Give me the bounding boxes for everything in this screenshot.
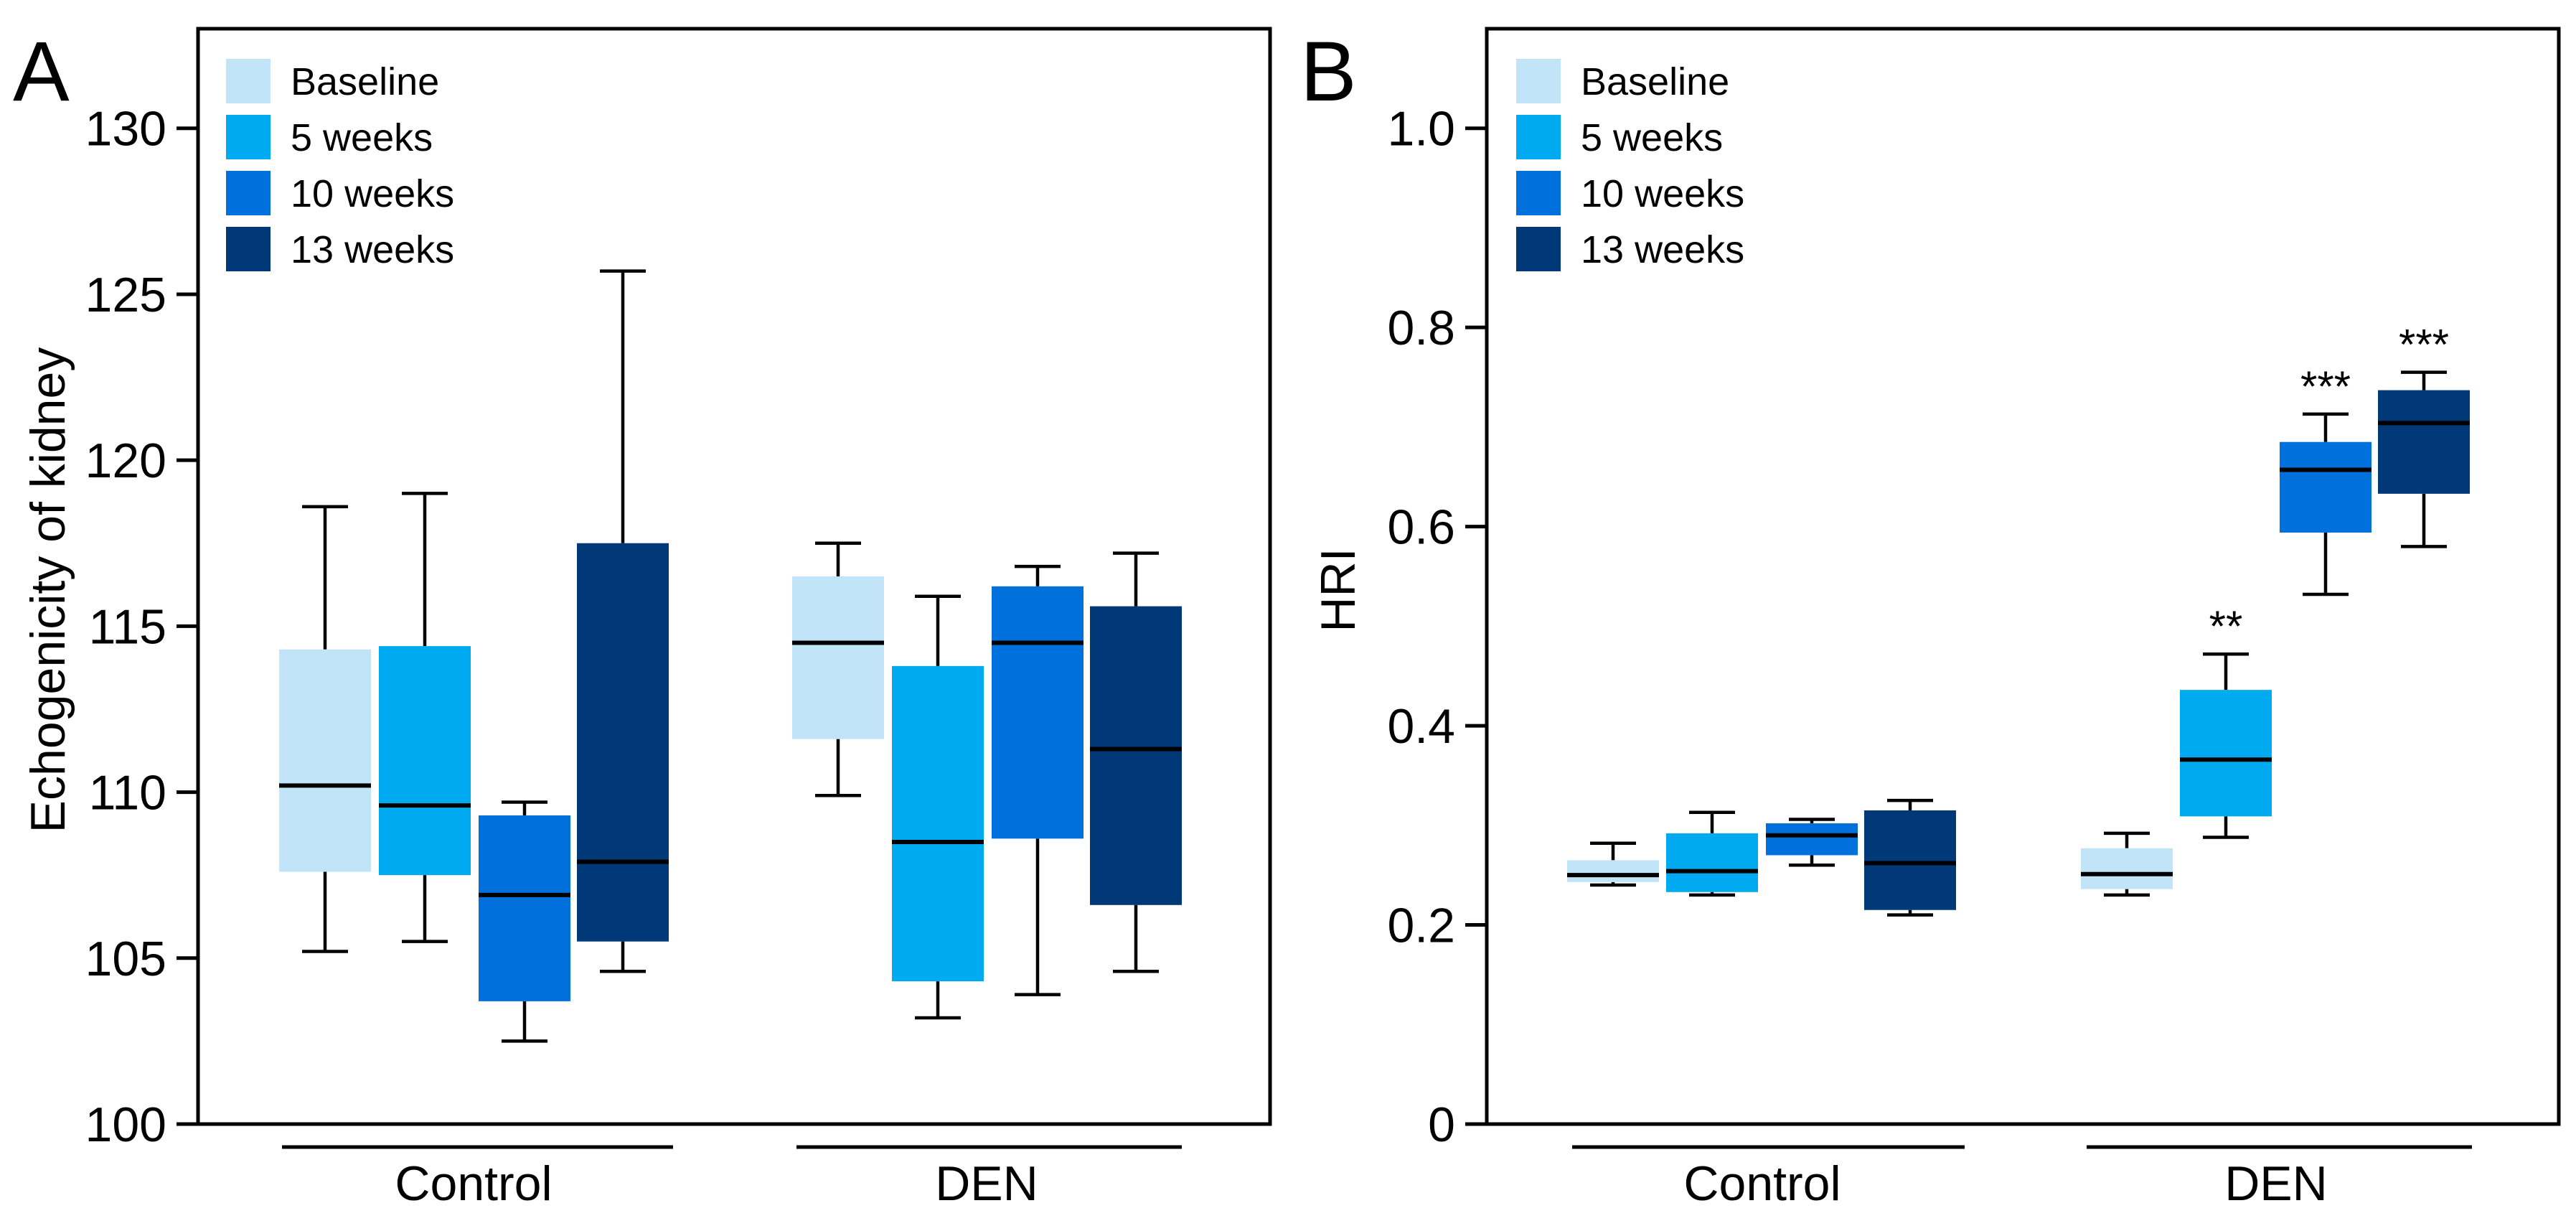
legend-swatch bbox=[1516, 171, 1561, 215]
box bbox=[892, 665, 984, 982]
legend-label: 10 weeks bbox=[291, 172, 454, 215]
box bbox=[2378, 390, 2470, 494]
box bbox=[792, 576, 884, 739]
legend-label: 5 weeks bbox=[291, 116, 433, 159]
y-tick-label-a: 115 bbox=[89, 599, 166, 654]
legend-label: Baseline bbox=[1581, 60, 1729, 103]
legend-label: 5 weeks bbox=[1581, 116, 1723, 159]
significance-label: ** bbox=[2209, 602, 2243, 650]
box bbox=[1766, 823, 1858, 856]
group-label-b: Control bbox=[1683, 1156, 1841, 1211]
y-tick-label-a: 110 bbox=[89, 766, 166, 820]
box bbox=[1567, 860, 1659, 882]
y-tick-label-a: 125 bbox=[85, 268, 166, 322]
y-tick-label-b: 0.8 bbox=[1387, 301, 1455, 355]
y-tick-label-b: 0.4 bbox=[1387, 699, 1455, 754]
y-tick-label-b: 0.6 bbox=[1387, 500, 1455, 555]
group-label-b: DEN bbox=[2224, 1156, 2328, 1211]
panel-letter-a: A bbox=[13, 24, 70, 119]
y-tick-label-a: 130 bbox=[85, 102, 166, 156]
y-tick-label-b: 1.0 bbox=[1387, 102, 1455, 156]
legend-swatch bbox=[226, 171, 271, 215]
box bbox=[279, 649, 371, 872]
y-tick-label-b: 0 bbox=[1428, 1098, 1455, 1152]
group-label-a: DEN bbox=[935, 1156, 1038, 1211]
legend-label: 13 weeks bbox=[291, 228, 454, 271]
box bbox=[1090, 606, 1182, 905]
box bbox=[2081, 848, 2173, 889]
box bbox=[992, 586, 1083, 839]
box bbox=[2180, 690, 2272, 817]
legend-label: 13 weeks bbox=[1581, 228, 1744, 271]
legend-swatch bbox=[1516, 59, 1561, 103]
legend-label: Baseline bbox=[291, 60, 439, 103]
legend-label: 10 weeks bbox=[1581, 172, 1744, 215]
y-tick-label-b: 0.2 bbox=[1387, 899, 1455, 953]
group-label-a: Control bbox=[395, 1156, 552, 1211]
panel-a: A Echogenicity of kidney 100 105 110 115 120… bbox=[13, 24, 1272, 1211]
legend-swatch bbox=[226, 59, 271, 103]
plot-frame-a bbox=[196, 27, 1272, 1126]
y-axis-label-b: HRI bbox=[1311, 548, 1365, 632]
legend-swatch bbox=[226, 115, 271, 159]
y-tick-label-a: 120 bbox=[85, 434, 166, 488]
box bbox=[577, 543, 669, 942]
box bbox=[379, 646, 471, 876]
box bbox=[1864, 810, 1956, 910]
legend-swatch bbox=[226, 227, 271, 271]
y-axis-label-a: Echogenicity of kidney bbox=[21, 347, 75, 833]
significance-label: *** bbox=[2300, 362, 2351, 411]
legend-swatch bbox=[1516, 115, 1561, 159]
plot-frame-b bbox=[1485, 27, 2561, 1126]
panel-letter-b: B bbox=[1300, 24, 1357, 119]
significance-label: *** bbox=[2399, 321, 2449, 369]
box bbox=[479, 815, 570, 1001]
legend-swatch bbox=[1516, 227, 1561, 271]
box bbox=[1666, 833, 1758, 892]
box bbox=[2280, 441, 2371, 533]
y-tick-label-a: 100 bbox=[85, 1098, 166, 1152]
y-tick-label-a: 105 bbox=[85, 932, 166, 986]
